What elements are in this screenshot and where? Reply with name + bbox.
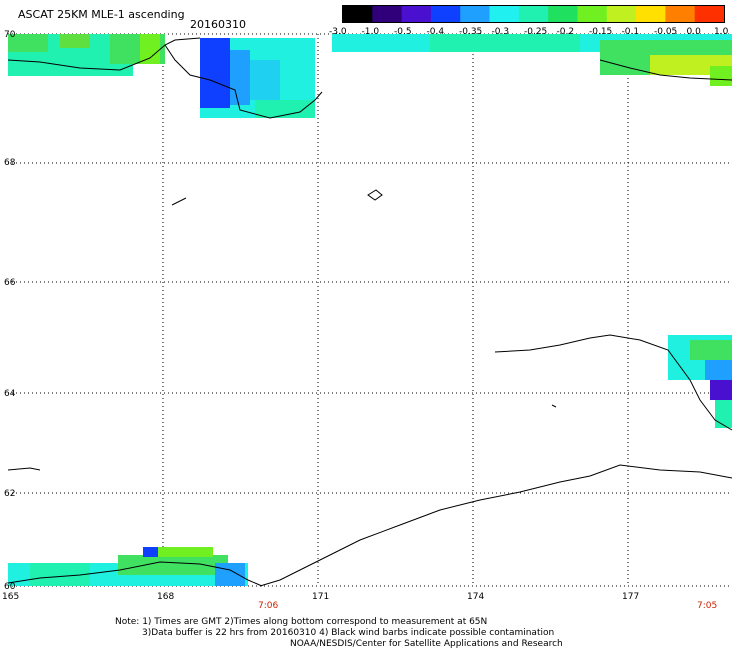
- map-title: ASCAT 25KM MLE-1 ascending: [18, 8, 185, 21]
- colorbar-segment: [518, 6, 549, 22]
- colorbar-tick-label: 1.0: [714, 27, 729, 37]
- colorbar-tick-label: -0.1: [621, 27, 640, 37]
- note-line-2: 3)Data buffer is 22 hrs from 20160310 4)…: [142, 628, 555, 638]
- colorbar-segment: [401, 6, 432, 22]
- colorbar-tick-label: 0.0: [686, 27, 701, 37]
- colorbar-tick-label: -1.0: [361, 27, 380, 37]
- colorbar-segment: [372, 6, 403, 22]
- swath-bottom-left: [8, 547, 248, 586]
- lat-label: 70: [4, 30, 16, 40]
- colorbar-segment: [460, 6, 491, 22]
- lon-label: 171: [312, 592, 329, 602]
- colorbar-tick-label: -0.15: [589, 27, 613, 37]
- colorbar: [342, 5, 725, 23]
- colorbar-segment: [694, 6, 724, 22]
- colorbar-segment: [665, 6, 696, 22]
- coastlines: [7, 37, 733, 587]
- swath-right-mid: [668, 335, 732, 428]
- colorbar-segment: [548, 6, 578, 22]
- colorbar-segment: [606, 6, 637, 22]
- lon-label: 177: [622, 592, 639, 602]
- colorbar-tick-label: -0.4: [426, 27, 445, 37]
- lat-label: 68: [4, 158, 16, 168]
- colorbar-tick-label: -0.3: [491, 27, 510, 37]
- colorbar-segment: [430, 6, 461, 22]
- swath-top-right: [332, 34, 732, 86]
- colorbar-segment: [343, 6, 373, 22]
- grid: [8, 33, 732, 587]
- colorbar-tick-label: -0.05: [654, 27, 678, 37]
- colorbar-segment: [577, 6, 608, 22]
- note-line-1: Note: 1) Times are GMT 2)Times along bot…: [115, 617, 488, 627]
- colorbar-segment: [636, 6, 666, 22]
- lat-label: 62: [4, 489, 15, 499]
- time-label: 7:06: [258, 601, 278, 611]
- lat-label: 60: [4, 582, 16, 592]
- lon-labels: 165 168 171 174 177: [2, 592, 639, 602]
- colorbar-tick-label: -0.25: [524, 27, 548, 37]
- lat-label: 66: [4, 278, 16, 288]
- lat-label: 64: [4, 389, 16, 399]
- colorbar-tick-label: -3.0: [329, 27, 347, 37]
- colorbar-segment: [489, 6, 520, 22]
- lon-label: 165: [2, 592, 19, 602]
- time-label: 7:05: [697, 601, 717, 611]
- map-date: 20160310: [190, 18, 246, 31]
- lon-label: 174: [467, 592, 484, 602]
- lon-label: 168: [157, 592, 174, 602]
- colorbar-tick-label: -0.35: [459, 27, 483, 37]
- lat-labels: 70 68 66 64 62 60: [4, 30, 16, 592]
- colorbar-labels: -3.0 -1.0 -0.5 -0.4 -0.35 -0.3 -0.25 -0.2 -0.15-…: [329, 27, 729, 37]
- colorbar-tick-label: -0.2: [556, 27, 575, 37]
- colorbar-tick-label: -0.5: [394, 27, 412, 37]
- note-line-3: NOAA/NESDIS/Center for Satellite Applica…: [290, 639, 563, 649]
- swath-top-left: [8, 34, 315, 118]
